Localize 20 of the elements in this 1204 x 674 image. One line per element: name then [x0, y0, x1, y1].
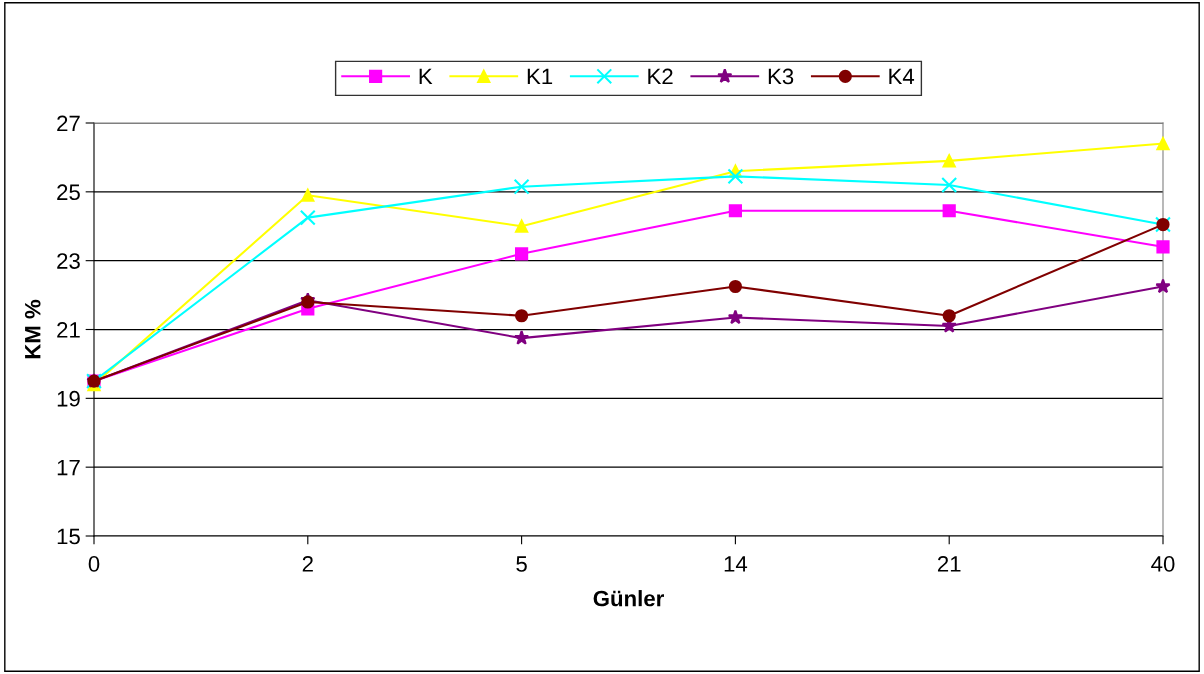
legend-label: K4 — [889, 68, 915, 85]
x-tick-label: 5 — [516, 556, 527, 572]
legend-label: K — [419, 68, 433, 85]
legend-label: K3 — [768, 68, 794, 85]
y-tick-label: 25 — [57, 184, 80, 201]
y-tick-label: 19 — [57, 390, 80, 407]
x-tick-label: 2 — [302, 556, 313, 572]
y-tick-label: 15 — [57, 528, 80, 545]
legend-label: K1 — [527, 68, 553, 85]
x-axis-title: Günler — [593, 590, 664, 607]
y-tick-label: 23 — [57, 253, 80, 269]
legend-label: K2 — [648, 68, 673, 85]
x-tick-label: 21 — [937, 556, 961, 572]
x-tick-label: 40 — [1151, 556, 1175, 572]
x-tick-label: 0 — [88, 556, 100, 572]
y-axis-title: KM % — [24, 299, 41, 359]
x-tick-label: 14 — [724, 556, 748, 572]
y-tick-label: 21 — [57, 322, 80, 338]
y-tick-label: 27 — [57, 115, 80, 132]
y-tick-label: 17 — [57, 459, 80, 476]
